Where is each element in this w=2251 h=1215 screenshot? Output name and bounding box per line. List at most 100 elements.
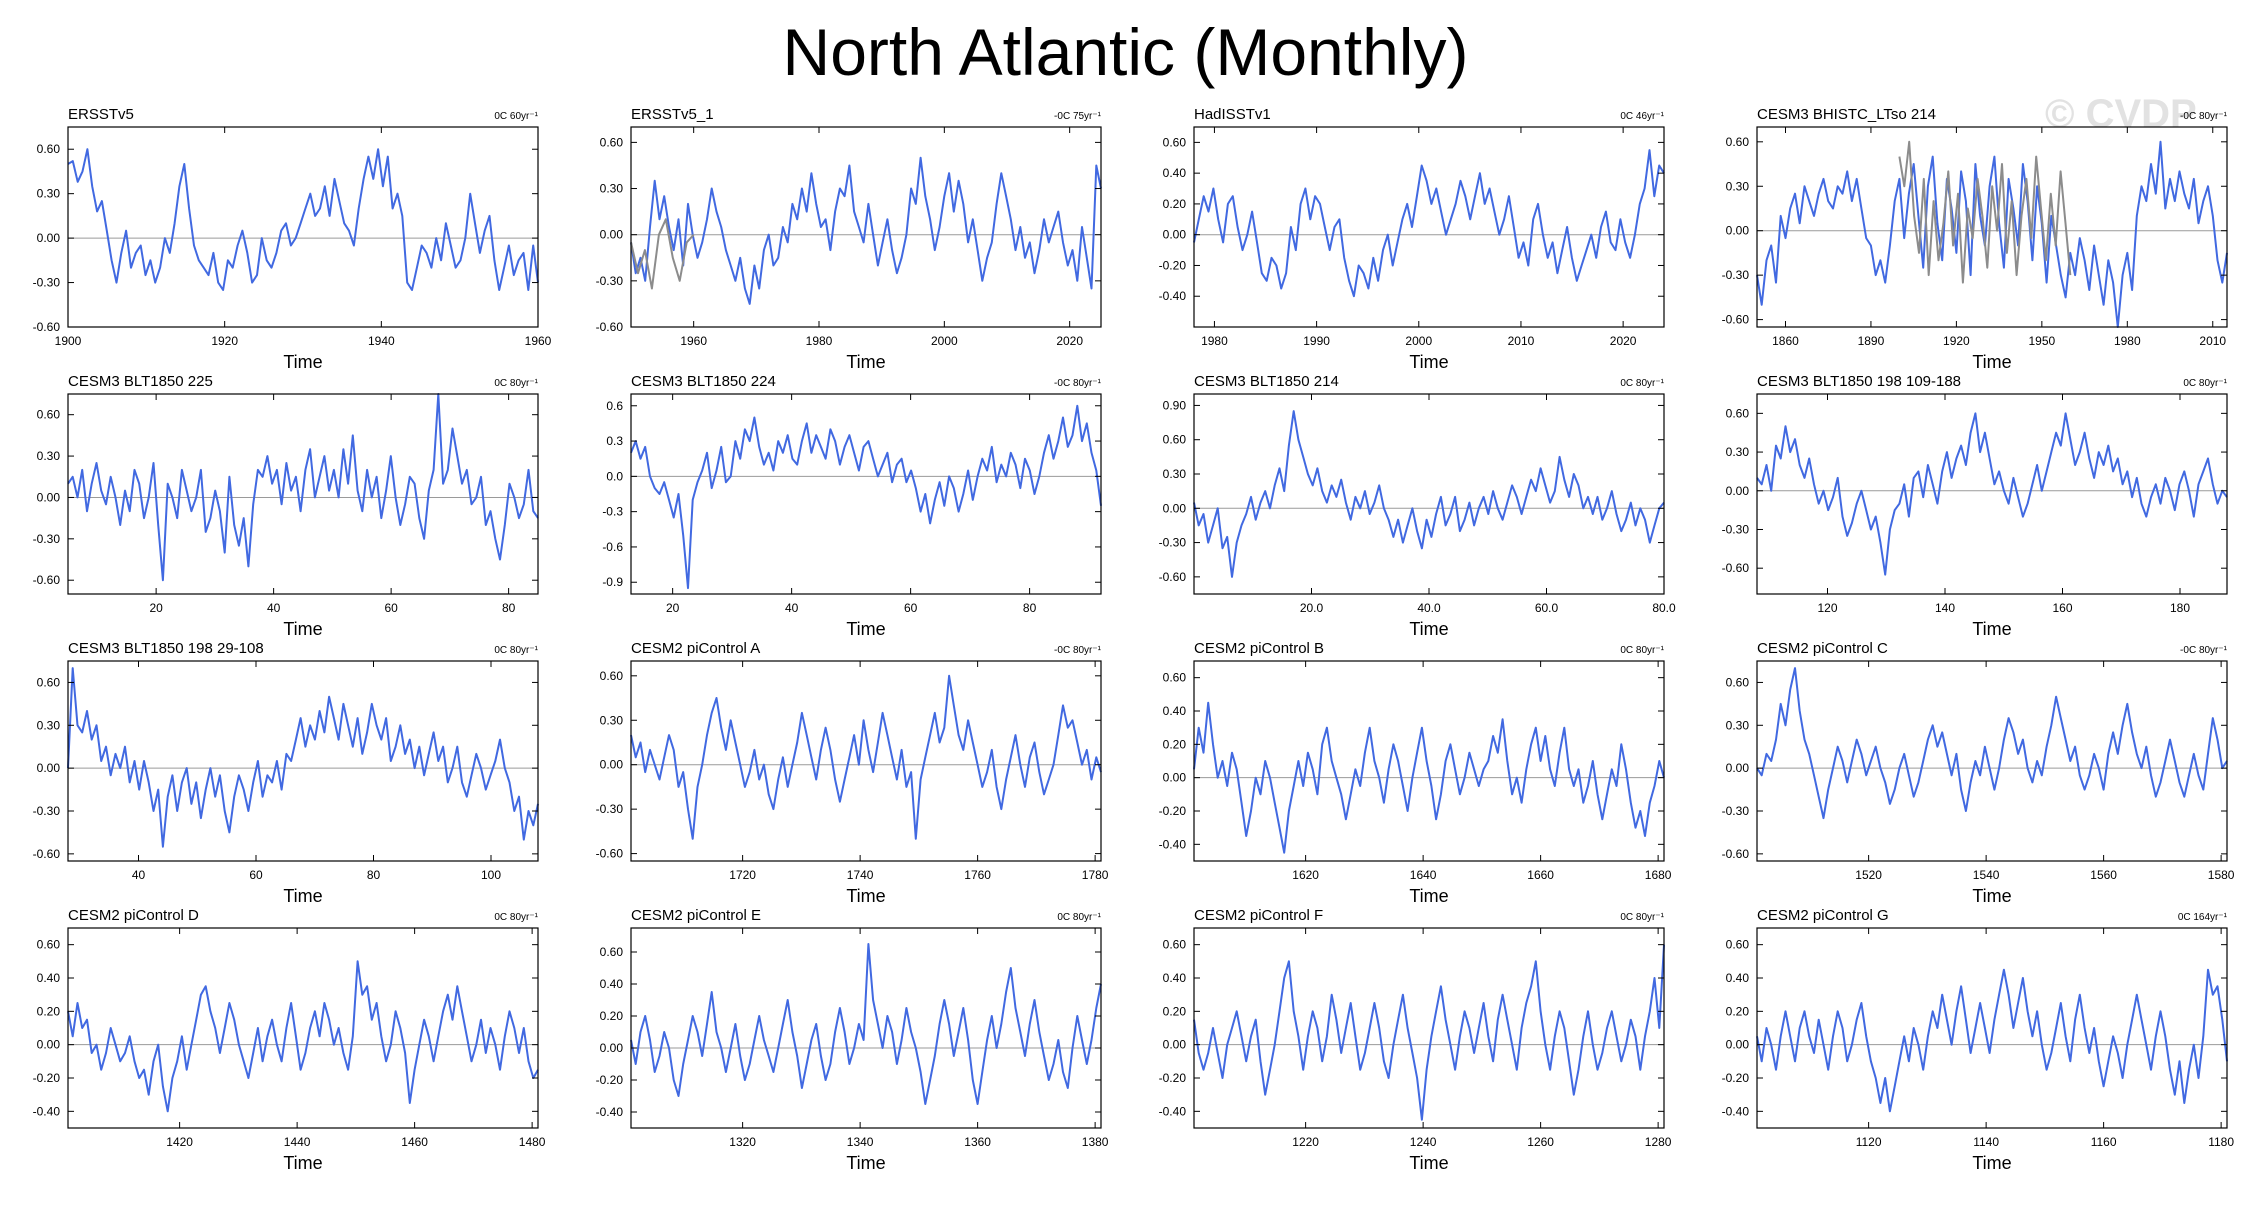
x-tick-label: 80 [367, 868, 381, 882]
x-tick-label: 80 [502, 601, 516, 615]
x-tick-label: 1580 [2208, 868, 2235, 882]
trend-label: 0C 80yr⁻¹ [494, 378, 538, 389]
series-line [1193, 944, 1665, 1121]
x-axis-label: Time [283, 1153, 322, 1173]
x-tick-label: 60.0 [1535, 601, 1559, 615]
y-tick-label: 0.30 [37, 449, 61, 463]
y-tick-label: 0.60 [1163, 671, 1187, 685]
y-tick-label: -0.60 [1722, 561, 1750, 575]
series-line [1193, 701, 1665, 854]
x-tick-label: 1640 [1410, 868, 1437, 882]
x-tick-label: 1680 [1645, 868, 1672, 882]
x-axis-label: Time [1972, 886, 2011, 906]
trend-label: -0C 75yr⁻¹ [1054, 111, 1102, 122]
y-tick-label: 0.00 [37, 1038, 61, 1052]
x-tick-label: 1380 [1082, 1135, 1109, 1149]
x-tick-label: 1860 [1772, 334, 1799, 348]
panel-title: CESM2 piControl B [1194, 640, 1324, 657]
chart-panel: CESM3 BLT1850 198 109-188 0C 80yr⁻¹ 0.60 0.… [1722, 373, 2228, 639]
y-tick-label: -0.60 [1159, 570, 1187, 584]
y-tick-label: -0.60 [33, 320, 61, 334]
chart-panel: CESM3 BLT1850 198 29-108 0C 80yr⁻¹ 0.60 0.3… [33, 640, 539, 906]
x-tick-label: 1980 [1201, 334, 1228, 348]
trend-label: -0C 80yr⁻¹ [2180, 111, 2228, 122]
trend-label: -0C 80yr⁻¹ [1054, 645, 1102, 656]
series-line [67, 148, 539, 291]
overlay-series-line [630, 218, 695, 290]
y-tick-label: 0.00 [1726, 1038, 1750, 1052]
y-tick-label: 0.60 [1726, 406, 1750, 420]
x-tick-label: 2000 [1405, 334, 1432, 348]
panel-title: CESM3 BLT1850 214 [1194, 373, 1339, 390]
y-tick-label: -0.30 [33, 804, 61, 818]
y-tick-label: 0.60 [600, 669, 624, 683]
x-tick-label: 2010 [1508, 334, 1535, 348]
plot-frame [1756, 393, 2228, 595]
x-axis-label: Time [846, 619, 885, 639]
y-tick-label: 0.0 [606, 469, 623, 483]
x-tick-label: 1460 [401, 1135, 428, 1149]
y-tick-label: 0.30 [1726, 445, 1750, 459]
plot-frame [67, 126, 539, 328]
y-tick-label: 0.60 [1163, 433, 1187, 447]
trend-label: 0C 80yr⁻¹ [1620, 378, 1664, 389]
trend-label: 0C 164yr⁻¹ [2178, 912, 2228, 923]
series-line [630, 156, 1102, 305]
y-tick-label: 0.00 [600, 228, 624, 242]
y-tick-label: -0.30 [1159, 536, 1187, 550]
x-axis-label: Time [1409, 886, 1448, 906]
x-tick-label: 1960 [680, 334, 707, 348]
y-tick-label: -0.60 [33, 573, 61, 587]
x-tick-label: 20 [149, 601, 163, 615]
trend-label: 0C 80yr⁻¹ [494, 645, 538, 656]
x-tick-label: 1360 [964, 1135, 991, 1149]
y-tick-label: 0.30 [37, 187, 61, 201]
panel-title: CESM2 piControl C [1757, 640, 1888, 657]
y-tick-label: 0.6 [606, 399, 623, 413]
trend-label: -0C 80yr⁻¹ [1054, 378, 1102, 389]
series-line [1756, 968, 2228, 1113]
panel-title: CESM3 BLT1850 198 109-188 [1757, 373, 1961, 390]
y-tick-label: -0.20 [1159, 258, 1187, 272]
plot-frame [67, 927, 539, 1129]
x-tick-label: 1560 [2090, 868, 2117, 882]
page-title: North Atlantic (Monthly) [782, 15, 1469, 89]
x-tick-label: 1950 [2028, 334, 2055, 348]
plot-frame [1756, 126, 2228, 328]
x-tick-label: 1540 [1973, 868, 2000, 882]
series-line [67, 393, 539, 582]
x-tick-label: 1890 [1858, 334, 1885, 348]
y-tick-label: 0.30 [600, 182, 624, 196]
x-tick-label: 1960 [525, 334, 552, 348]
y-tick-label: 0.20 [37, 1004, 61, 1018]
chart-panel: CESM2 piControl G 0C 164yr⁻¹ 0.60 0.40 0.20 0… [1722, 907, 2235, 1173]
y-tick-label: 0.60 [1726, 135, 1750, 149]
y-tick-label: -0.9 [602, 575, 623, 589]
chart-panel: CESM3 BLT1850 225 0C 80yr⁻¹ 0.60 0.30 0.00 -0… [33, 373, 539, 639]
panel-title: HadISSTv1 [1194, 106, 1271, 123]
chart-panel: ERSSTv5 0C 60yr⁻¹0.600.300.00-0.30-0.6019… [33, 106, 552, 372]
x-tick-label: 160 [2052, 601, 2072, 615]
x-tick-label: 1340 [847, 1135, 874, 1149]
x-tick-label: 1940 [368, 334, 395, 348]
y-tick-label: 0.00 [1726, 761, 1750, 775]
overlay-series-line [1898, 140, 2072, 284]
chart-panel: CESM2 piControl B 0C 80yr⁻¹ 0.60 0.40 0.20 0.… [1159, 640, 1672, 906]
y-tick-label: 0.90 [1163, 398, 1187, 412]
y-tick-label: -0.60 [1722, 847, 1750, 861]
x-tick-label: 1980 [2114, 334, 2141, 348]
series-line [630, 674, 1102, 840]
y-tick-label: 0.00 [600, 1041, 624, 1055]
y-tick-label: 0.00 [1163, 771, 1187, 785]
y-tick-label: 0.60 [37, 675, 61, 689]
plot-frame [67, 393, 539, 595]
x-tick-label: 1280 [1645, 1135, 1672, 1149]
y-tick-label: 0.60 [1726, 675, 1750, 689]
chart-panel: CESM2 piControl C -0C 80yr⁻¹ 0.60 0.30 0.00 -… [1722, 640, 2235, 906]
y-tick-label: -0.30 [33, 276, 61, 290]
plot-frame [630, 393, 1102, 595]
chart-panel: CESM3 BLT1850 224 -0C 80yr⁻¹ 0.6 0.3 0.0 -0.3… [602, 373, 1102, 639]
y-tick-label: 0.60 [37, 938, 61, 952]
y-tick-label: 0.00 [1726, 224, 1750, 238]
y-tick-label: 0.00 [37, 761, 61, 775]
